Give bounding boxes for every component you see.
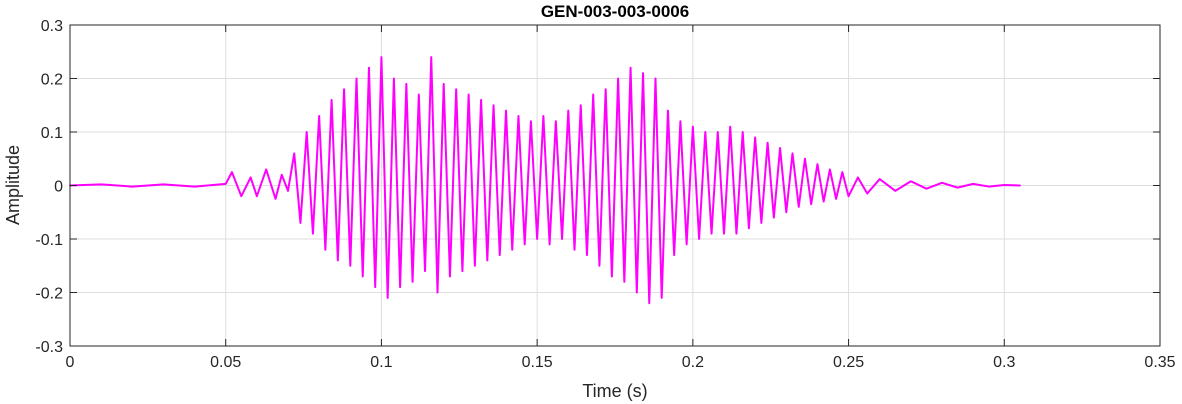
- x-tick-labels: 0 0.05 0.1 0.15 0.2 0.25 0.3 0.35: [66, 354, 1176, 371]
- series-layer: [69, 56, 1021, 305]
- y-tick-label: 0.2: [41, 72, 63, 89]
- x-tick-label: 0: [66, 354, 75, 371]
- x-tick-label: 0.2: [682, 354, 704, 371]
- y-tick-label: 0: [54, 179, 63, 196]
- x-tick-label: 0.05: [210, 354, 241, 371]
- y-tick-label: -0.1: [35, 232, 63, 249]
- y-tick-labels: -0.3 -0.2 -0.1 0 0.1 0.2 0.3: [35, 18, 63, 356]
- x-tick-label: 0.35: [1144, 354, 1175, 371]
- x-tick-label: 0.1: [370, 354, 392, 371]
- ticks: [69, 24, 1161, 347]
- chart-title: GEN-003-003-0006: [541, 2, 689, 21]
- x-tick-label: 0.3: [993, 354, 1015, 371]
- y-tick-label: -0.2: [35, 286, 63, 303]
- y-tick-label: -0.3: [35, 339, 63, 356]
- amplitude-series-line: [69, 56, 1021, 305]
- y-tick-label: 0.3: [41, 18, 63, 35]
- x-axis-title: Time (s): [582, 381, 647, 401]
- y-axis-title: Amplitude: [3, 145, 23, 225]
- y-tick-label: 0.1: [41, 125, 63, 142]
- x-tick-label: 0.25: [833, 354, 864, 371]
- x-tick-label: 0.15: [522, 354, 553, 371]
